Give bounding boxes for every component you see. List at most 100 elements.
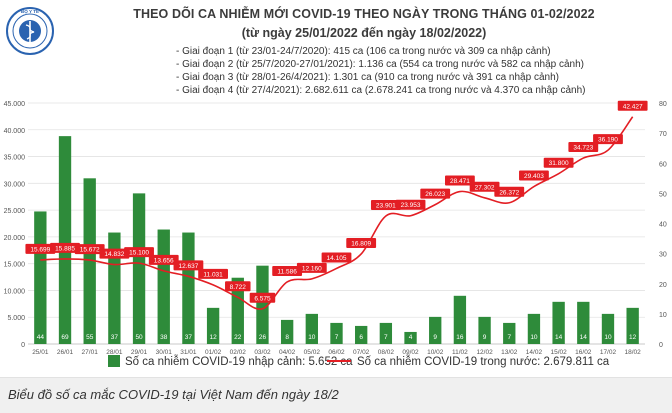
legend-bar-label: Số ca nhiễm COVID-19 nhập cảnh: 5.652 ca <box>125 356 353 369</box>
line-value-label-box <box>469 181 500 192</box>
line-value-label: 23.953 <box>401 202 421 209</box>
x-tick-label: 25/01 <box>32 349 49 356</box>
line-value-label-box <box>99 248 130 259</box>
bar-value-label: 7 <box>335 334 339 341</box>
legend-bar-swatch <box>108 355 120 367</box>
line-value-label-box <box>445 175 475 186</box>
bar <box>577 301 590 344</box>
x-tick-label: 05/02 <box>304 349 321 356</box>
y-right-tick-label: 0 <box>659 342 663 349</box>
y-right-tick-label: 60 <box>659 161 667 168</box>
legend-line: Số ca nhiễm COVID-19 trong nước: 2.679.8… <box>327 356 609 368</box>
bar-value-label: 55 <box>86 334 94 341</box>
y-left-tick-label: 5.000 <box>7 315 25 322</box>
bar <box>108 232 121 344</box>
line-value-label-box <box>494 186 525 197</box>
svg-text:BỘ Y TẾ: BỘ Y TẾ <box>21 7 39 14</box>
image-caption: Biểu đồ số ca mắc COVID-19 tại Việt Nam … <box>8 387 339 402</box>
x-tick-label: 31/01 <box>180 349 197 356</box>
line-value-label-box <box>124 247 154 258</box>
bar <box>429 316 442 344</box>
bar <box>132 193 146 344</box>
phase-4-summary: - Giai đoạn 4 (từ 27/4/2021): 2.682.611 … <box>176 85 586 96</box>
x-tick-label: 02/02 <box>230 349 247 356</box>
bar-value-label: 14 <box>580 334 588 341</box>
bar <box>34 211 47 344</box>
domestic-cases-line <box>40 116 634 310</box>
y-right-tick-label: 50 <box>659 191 667 198</box>
x-tick-label: 27/01 <box>82 349 99 356</box>
line-value-label: 29.403 <box>524 173 544 180</box>
bar <box>157 229 170 344</box>
line-value-label: 12.637 <box>178 263 198 270</box>
bar-value-label: 37 <box>185 334 193 341</box>
x-tick-label: 07/02 <box>353 349 370 356</box>
bar-value-label: 38 <box>160 334 168 341</box>
chart-title: THEO DÕI CA NHIỄM MỚI COVID-19 THEO NGÀY… <box>133 7 595 21</box>
bar <box>256 265 269 344</box>
bar-value-label: 22 <box>234 334 242 341</box>
bar-value-label: 9 <box>433 334 437 341</box>
bar-value-label: 6 <box>359 334 363 341</box>
x-tick-label: 14/02 <box>526 349 543 356</box>
y-left-tick-label: 20.000 <box>4 235 26 242</box>
bar-value-label: 14 <box>555 334 563 341</box>
bar <box>58 136 72 344</box>
line-value-label: 11.031 <box>203 271 223 278</box>
legend-line-label: Số ca nhiễm COVID-19 trong nước: 2.679.8… <box>357 356 610 368</box>
y-right-tick-label: 30 <box>659 252 667 259</box>
bar <box>206 307 220 344</box>
y-right-tick-label: 80 <box>659 101 667 108</box>
legend-line-swatch <box>327 359 351 362</box>
y-right-tick-label: 70 <box>659 131 667 138</box>
y-left-tick-label: 25.000 <box>4 208 26 215</box>
x-tick-label: 12/02 <box>476 349 493 356</box>
bar-value-label: 10 <box>604 334 612 341</box>
x-tick-label: 26/01 <box>57 349 74 356</box>
bar-value-label: 10 <box>530 334 538 341</box>
x-tick-label: 08/02 <box>378 349 395 356</box>
line-value-label: 16.809 <box>351 240 371 247</box>
line-value-label: 23.901 <box>376 202 396 209</box>
bar <box>305 313 318 344</box>
y-right-tick-label: 20 <box>659 282 667 289</box>
bar-value-label: 7 <box>384 334 388 341</box>
y-left-tick-label: 15.000 <box>4 262 26 269</box>
line-value-label-box <box>272 265 303 276</box>
x-tick-label: 03/02 <box>254 349 271 356</box>
line-value-label: 6.575 <box>254 295 271 302</box>
y-left-tick-label: 30.000 <box>4 181 26 188</box>
bar <box>83 178 96 344</box>
line-value-label: 13.656 <box>154 257 174 264</box>
line-value-label-box <box>198 268 228 279</box>
bar <box>182 232 195 344</box>
line-value-label-box <box>617 100 648 111</box>
line-value-label-box <box>420 188 451 199</box>
bar-value-label: 4 <box>409 334 413 341</box>
line-value-label: 12.160 <box>302 265 322 272</box>
ministry-of-health-logo: BỘ Y TẾ <box>6 7 54 55</box>
bar <box>552 301 565 344</box>
caption-bar: Biểu đồ số ca mắc COVID-19 tại Việt Nam … <box>0 377 672 413</box>
bar <box>330 322 343 344</box>
line-value-label-box <box>321 252 352 263</box>
bar-value-label: 8 <box>285 334 289 341</box>
x-tick-label: 13/02 <box>501 349 518 356</box>
legend-bars: Số ca nhiễm COVID-19 nhập cảnh: 5.652 ca <box>108 355 353 369</box>
y-left-tick-label: 10.000 <box>4 288 26 295</box>
x-tick-label: 16/02 <box>575 349 592 356</box>
line-value-label-box <box>568 142 599 153</box>
bar <box>280 319 294 344</box>
bar <box>503 322 516 344</box>
bar <box>601 313 615 344</box>
line-value-label-box <box>50 242 80 253</box>
line-value-label-box <box>25 243 56 254</box>
bar-value-label: 10 <box>308 334 316 341</box>
line-value-label: 42.427 <box>623 103 643 110</box>
bar-value-label: 9 <box>483 334 487 341</box>
phase-1-summary: - Giai đoạn 1 (từ 23/01-24/7/2020): 415 … <box>176 46 551 57</box>
line-value-label-box <box>225 281 251 292</box>
x-tick-label: 28/01 <box>106 349 123 356</box>
line-value-label-box <box>74 244 105 255</box>
